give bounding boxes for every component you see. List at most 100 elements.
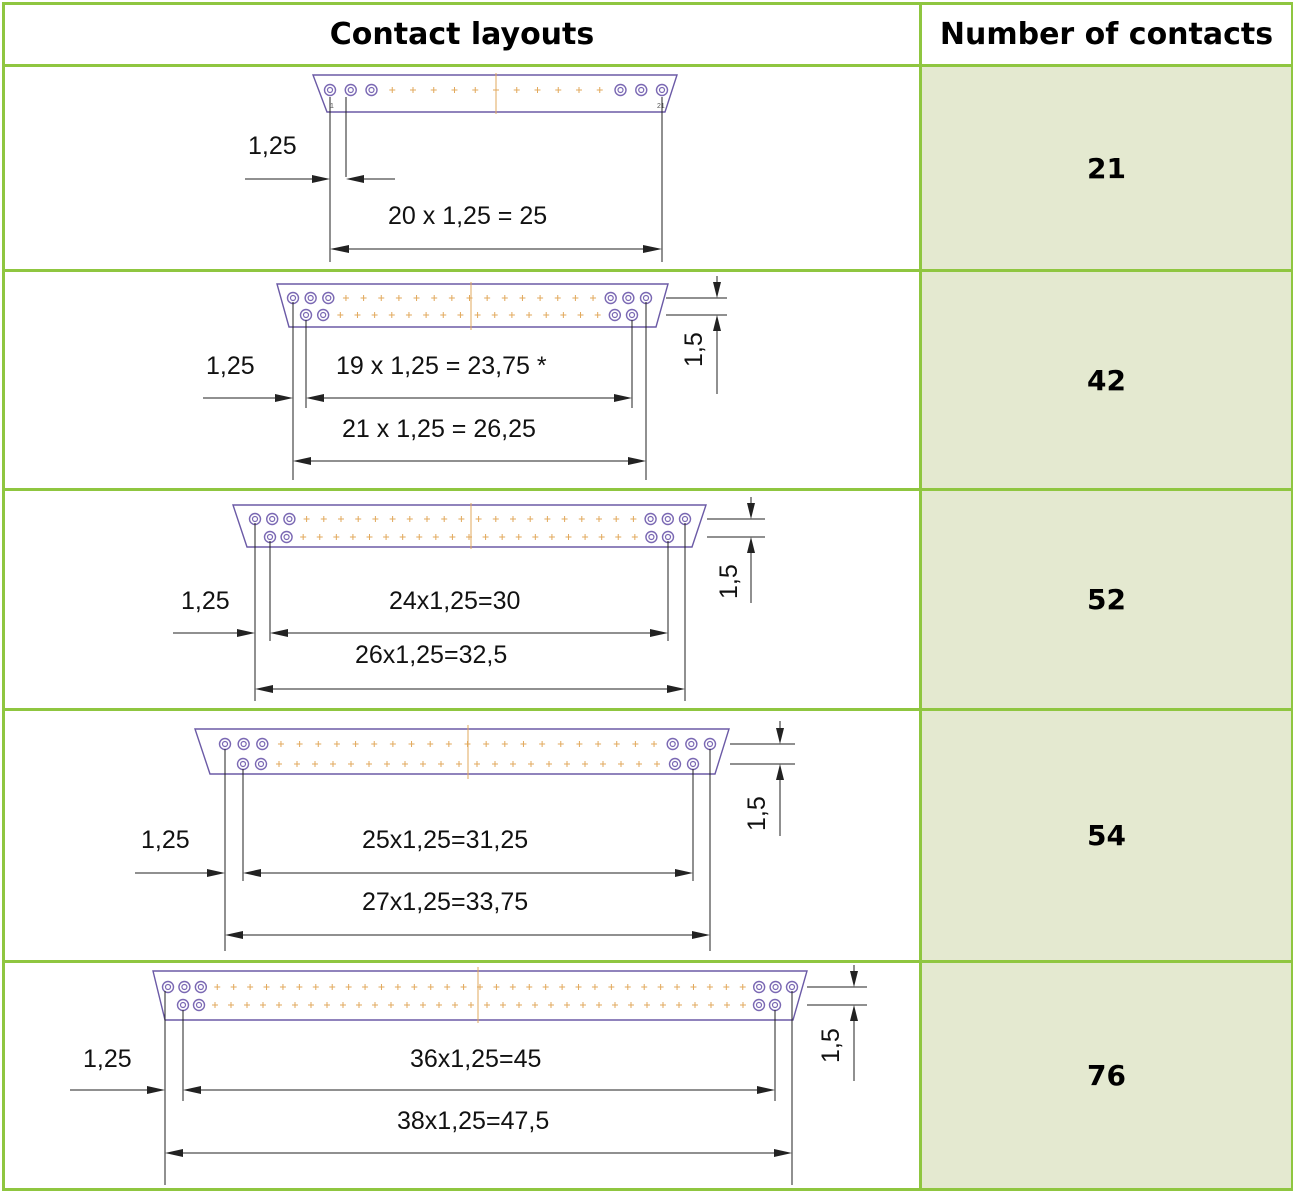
contact-position-marker	[300, 534, 307, 540]
contact-position-marker	[420, 1002, 426, 1008]
contact-position-marker	[554, 295, 561, 301]
contact-position-marker	[630, 516, 637, 522]
contact-position-marker	[483, 741, 490, 747]
contact-position-marker	[308, 1002, 314, 1008]
contact-position-marker	[534, 87, 541, 93]
contact-position-marker	[402, 761, 408, 767]
contact-position-marker	[492, 516, 499, 522]
dimension-inner-label: 36x1,25=45	[410, 1045, 541, 1073]
contact-position-marker	[411, 984, 418, 990]
contact-position-marker	[468, 1002, 474, 1008]
contact-position-marker	[244, 1002, 250, 1008]
connector-drawing-54: 1,5 1,25 25x1,25=31,25 27x1,25=33,75	[135, 721, 795, 951]
contact-position-marker	[362, 984, 369, 990]
contact-position-marker	[644, 1002, 650, 1008]
contact-position-marker	[408, 741, 415, 747]
contact-layout-diagram: 1,5 1,25 25x1,25=31,25 27x1,25=33,75	[2, 708, 922, 963]
contact-position-marker	[352, 741, 359, 747]
contact-position-marker	[631, 534, 638, 540]
contact-position-marker	[576, 87, 582, 93]
contact-position-marker	[345, 984, 352, 990]
contact-position-marker	[405, 312, 412, 318]
contact-position-marker	[641, 984, 648, 990]
contact-position-marker	[230, 984, 237, 990]
contact-position-marker	[555, 87, 562, 93]
contact-position-marker	[595, 741, 602, 747]
contact-position-marker	[378, 984, 385, 990]
contact-position-marker	[312, 761, 318, 767]
contact-position-marker	[394, 984, 401, 990]
contact-position-marker	[384, 761, 390, 767]
contact-position-marker	[228, 1002, 234, 1008]
contact-position-marker	[406, 516, 413, 522]
connector-drawing-21: 1 21 1,25 20 x 1,25 = 25	[245, 73, 678, 262]
contact-position-marker	[333, 534, 340, 540]
contact-position-marker	[337, 312, 344, 318]
contact-position-marker	[451, 87, 458, 93]
contact-position-marker	[427, 741, 434, 747]
contact-position-marker	[404, 1002, 410, 1008]
contact-position-marker	[474, 761, 480, 767]
contact-layout-diagram: 1,5 1,25 24x1,25=30 26x1,25=32,5	[2, 488, 922, 711]
contact-position-marker	[292, 1002, 298, 1008]
contact-position-marker	[214, 984, 221, 990]
contact-position-marker	[651, 741, 658, 747]
contact-position-marker	[544, 516, 551, 522]
contact-position-marker	[628, 1002, 634, 1008]
contact-position-marker	[452, 1002, 458, 1008]
contact-position-marker	[580, 1002, 586, 1008]
contact-count: 42	[919, 269, 1293, 491]
contact-position-marker	[303, 516, 310, 522]
contact-position-marker	[559, 984, 566, 990]
contact-position-marker	[371, 741, 378, 747]
pitch-label: 1,25	[206, 352, 255, 380]
contact-position-marker	[708, 1002, 714, 1008]
row-gap-label: 1,5	[680, 332, 708, 367]
contact-position-marker	[372, 516, 379, 522]
contact-position-marker	[624, 984, 631, 990]
contact-position-marker	[348, 761, 354, 767]
contact-position-marker	[482, 534, 489, 540]
contact-count: 76	[919, 960, 1293, 1191]
contact-position-marker	[548, 534, 555, 540]
contact-position-marker	[296, 741, 303, 747]
contact-position-marker	[340, 1002, 346, 1008]
contact-position-marker	[600, 761, 606, 767]
contact-position-marker	[564, 1002, 570, 1008]
contact-position-marker	[277, 741, 284, 747]
contact-position-marker	[279, 984, 286, 990]
contact-position-marker	[449, 534, 456, 540]
contact-position-marker	[543, 312, 550, 318]
contact-position-marker	[582, 761, 588, 767]
contact-position-marker	[371, 312, 378, 318]
table-row: 1,5 1,25 19 x 1,25 = 23,75 * 21 x 1,25 =…	[2, 269, 1293, 491]
contact-position-marker	[613, 741, 620, 747]
contact-layout-diagram: 1,5 1,25 36x1,25=45 38x1,25=47,5	[2, 960, 922, 1191]
table-row: 1,5 1,25 25x1,25=31,25 27x1,25=33,75 54	[2, 708, 1293, 963]
dimension-outer-label: 27x1,25=33,75	[362, 888, 528, 916]
contact-layout-diagram: 1,5 1,25 19 x 1,25 = 23,75 * 21 x 1,25 =…	[2, 269, 922, 491]
contact-position-marker	[499, 534, 506, 540]
connector-drawing-52: 1,5 1,25 24x1,25=30 26x1,25=32,5	[173, 497, 765, 701]
contact-position-marker	[420, 761, 426, 767]
contact-position-marker	[660, 1002, 666, 1008]
contact-position-marker	[739, 984, 746, 990]
contact-position-marker	[576, 741, 583, 747]
contact-position-marker	[472, 87, 479, 93]
contact-count: 21	[919, 64, 1293, 272]
pin-number-first: 1	[330, 103, 334, 110]
contact-position-marker	[438, 761, 444, 767]
connector-shell	[194, 728, 730, 775]
contact-position-marker	[636, 761, 642, 767]
contact-position-marker	[354, 312, 361, 318]
contact-position-marker	[424, 516, 430, 522]
contact-position-marker	[594, 312, 601, 318]
table-row: 1 21 1,25 20 x 1,25 = 25 21	[2, 64, 1293, 272]
contact-position-marker	[612, 1002, 618, 1008]
row-gap-label: 1,5	[817, 1028, 845, 1063]
contact-position-marker	[618, 761, 624, 767]
contact-position-marker	[528, 761, 534, 767]
contact-position-marker	[456, 761, 462, 767]
contact-position-marker	[564, 761, 570, 767]
